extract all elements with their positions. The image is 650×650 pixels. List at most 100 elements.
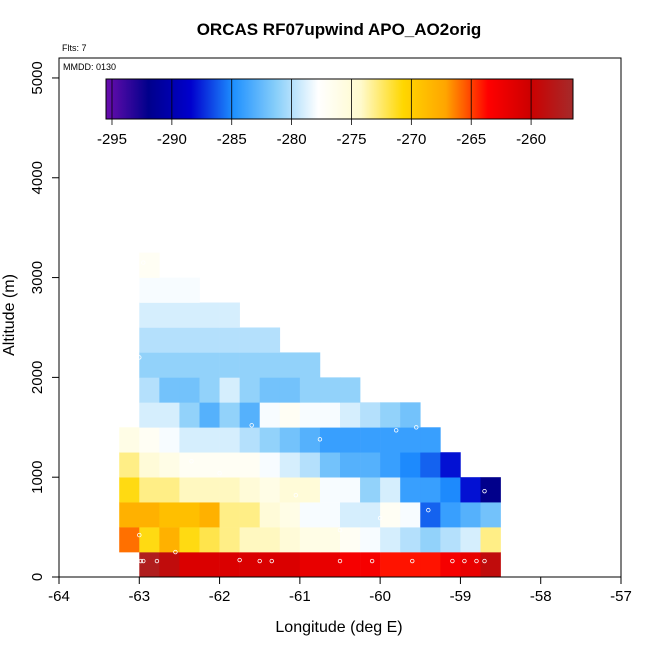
heat-cell	[179, 477, 200, 503]
heat-cell	[239, 352, 261, 378]
colorbar-tick-label: -265	[456, 131, 486, 148]
heat-cell	[159, 427, 180, 453]
heat-cell	[400, 402, 421, 428]
sample-point	[217, 471, 222, 476]
heat-cell	[299, 527, 321, 553]
heat-cell	[239, 552, 261, 578]
heat-cell	[319, 552, 341, 578]
heat-cell	[139, 302, 160, 328]
heat-cell	[219, 352, 240, 378]
heat-cell	[279, 552, 301, 578]
heat-cell	[400, 552, 421, 578]
heat-cell	[199, 552, 220, 578]
heat-cell	[360, 502, 381, 528]
y-axis-label: Altitude (m)	[1, 274, 18, 356]
heat-cell	[400, 527, 421, 553]
sample-point	[154, 558, 160, 564]
sample-point	[482, 488, 487, 494]
heat-cell	[319, 427, 341, 453]
heat-cell	[279, 352, 301, 378]
heat-cell	[319, 502, 341, 528]
sample-point	[249, 423, 254, 428]
heat-cell	[159, 327, 180, 353]
heat-cell	[460, 502, 481, 528]
heat-cell	[400, 427, 421, 453]
heat-cell	[340, 452, 361, 478]
heat-cell	[299, 402, 321, 428]
heat-cell	[299, 552, 321, 578]
heat-cell	[420, 502, 441, 528]
heat-cell	[279, 377, 301, 403]
heat-cell	[219, 527, 240, 553]
heat-cell	[360, 452, 381, 478]
heat-cell	[360, 402, 381, 428]
heat-cell	[179, 277, 200, 303]
heat-cell	[460, 527, 481, 553]
heat-cell	[239, 377, 261, 403]
heat-cell	[340, 477, 361, 503]
heat-cell	[139, 402, 160, 428]
heat-cell	[139, 252, 160, 278]
heat-cell	[139, 502, 160, 528]
heat-cell	[219, 502, 240, 528]
heat-cell	[159, 402, 180, 428]
heat-cell	[199, 352, 220, 378]
heat-cell	[139, 352, 160, 378]
sample-point	[137, 355, 142, 360]
heat-cell	[139, 427, 160, 453]
date-note: MMDD: 0130	[63, 62, 116, 72]
heat-cell	[380, 552, 401, 578]
sample-point	[257, 558, 262, 564]
heat-cell	[360, 552, 381, 578]
x-axis-label: Longitude (deg E)	[275, 619, 402, 636]
sample-point	[426, 507, 431, 513]
sample-point	[369, 558, 375, 564]
heat-cell	[159, 527, 180, 553]
heat-cell	[239, 527, 261, 553]
heat-cell	[179, 377, 200, 403]
heat-cell	[360, 527, 381, 553]
heat-cell	[480, 502, 501, 528]
heat-cell	[159, 452, 180, 478]
heat-cell	[340, 402, 361, 428]
heat-cell	[279, 527, 301, 553]
heat-cell	[400, 502, 421, 528]
heat-cell	[199, 527, 220, 553]
heat-cell	[440, 502, 461, 528]
y-axis: 0 1000 2000 3000 4000 5000	[29, 61, 60, 581]
heat-cell	[259, 352, 281, 378]
heat-cell	[159, 302, 180, 328]
heat-cell	[340, 502, 361, 528]
heat-cell	[179, 427, 200, 453]
colorbar-tick-label: -270	[396, 131, 426, 148]
heat-cell	[279, 452, 301, 478]
colorbar-tick-label: -290	[157, 131, 187, 148]
heat-cell	[159, 502, 180, 528]
heat-cell	[139, 277, 160, 303]
heat-cell	[199, 452, 220, 478]
heat-cell	[139, 527, 160, 553]
heat-cell	[219, 302, 240, 328]
colorbar-tick-label: -295	[97, 131, 127, 148]
sample-point	[137, 532, 142, 538]
x-tick-label: -60	[369, 588, 391, 605]
heat-cell	[319, 377, 341, 403]
heat-cell	[119, 427, 140, 453]
sample-point	[462, 558, 467, 564]
colorbar	[105, 78, 574, 120]
x-tick-label: -57	[610, 588, 632, 605]
heat-cell	[420, 552, 441, 578]
heat-cell	[340, 377, 361, 403]
sample-point	[189, 459, 194, 464]
x-tick-label: -63	[128, 588, 150, 605]
heat-cell	[239, 502, 261, 528]
heat-cell	[279, 502, 301, 528]
heat-cell	[159, 352, 180, 378]
heat-cell	[199, 402, 220, 428]
y-tick-label: 1000	[29, 461, 46, 494]
heat-cell	[239, 427, 261, 453]
x-tick-label: -59	[450, 588, 472, 605]
y-tick-label: 3000	[29, 261, 46, 294]
heat-cell	[440, 477, 461, 503]
heat-cell	[319, 477, 341, 503]
